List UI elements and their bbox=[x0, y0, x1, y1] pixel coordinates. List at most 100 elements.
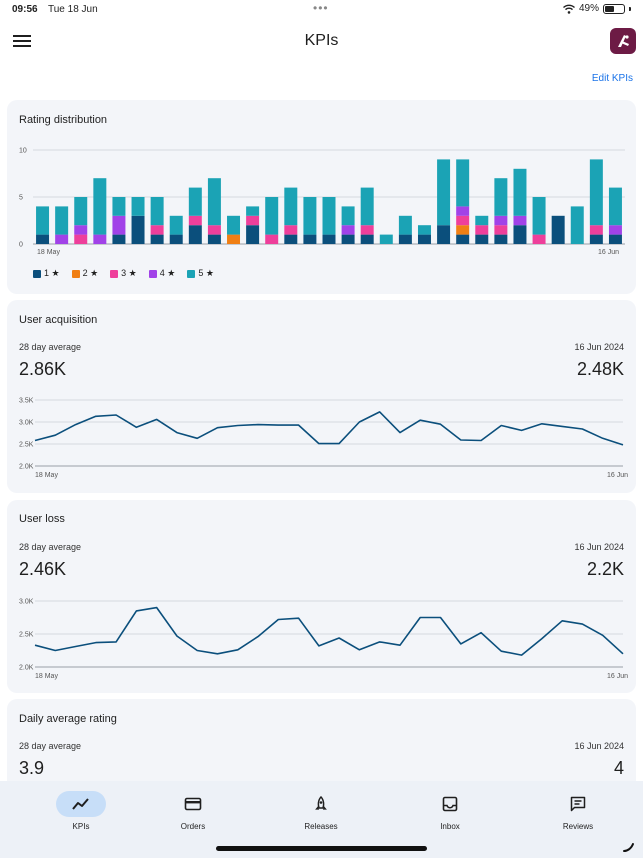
bar-segment bbox=[55, 206, 69, 235]
nav-label: Inbox bbox=[440, 822, 460, 831]
bar-segment bbox=[265, 197, 279, 235]
page-title: KPIs bbox=[304, 32, 339, 49]
scribble-icon bbox=[623, 843, 634, 852]
bar-segment bbox=[398, 234, 412, 244]
bar-segment bbox=[398, 215, 412, 235]
x-end-label: 16 Jun bbox=[607, 673, 628, 680]
bar-segment bbox=[475, 215, 489, 226]
bar-segment bbox=[456, 225, 470, 235]
user-acquisition-card[interactable]: User acquisition 28 day average 16 Jun 2… bbox=[7, 300, 636, 493]
battery-fill bbox=[605, 5, 614, 12]
latest-value: 4 bbox=[613, 758, 624, 778]
bar-segment bbox=[188, 225, 202, 244]
legend-item-5-star: 5 ★ bbox=[187, 268, 214, 279]
card-title: Rating distribution bbox=[19, 114, 108, 126]
legend-label: 3 ★ bbox=[121, 268, 137, 278]
y-tick-label: 2.0K bbox=[19, 464, 34, 471]
nav-label: Orders bbox=[180, 822, 206, 831]
nav-item-reviews[interactable]: Reviews bbox=[528, 791, 628, 831]
rocket-icon bbox=[315, 796, 327, 810]
bar-segment bbox=[150, 234, 164, 244]
bar-segment bbox=[36, 234, 50, 244]
bar-segment bbox=[112, 215, 126, 235]
bar-segment bbox=[532, 234, 546, 244]
y-tick-label: 2.5K bbox=[19, 442, 34, 449]
bar-segment bbox=[284, 234, 298, 244]
y-tick-label: 3.5K bbox=[19, 398, 34, 405]
trending-up-icon bbox=[72, 798, 89, 810]
bar-segment bbox=[207, 178, 221, 226]
bar-segment bbox=[227, 215, 241, 235]
bar-segment bbox=[360, 225, 374, 235]
nav-pill bbox=[168, 791, 218, 817]
bar-segment bbox=[608, 187, 622, 226]
status-indicators: 49% bbox=[563, 3, 631, 14]
average-value: 3.9 bbox=[19, 758, 45, 778]
average-label: 28 day average bbox=[19, 542, 82, 552]
legend-label: 4 ★ bbox=[159, 268, 176, 278]
bar-segment bbox=[360, 234, 374, 244]
bar-segment bbox=[589, 234, 603, 244]
bar-segment bbox=[246, 206, 260, 216]
legend-swatch bbox=[110, 269, 119, 278]
rating-legend: 1 ★ 2 ★ 3 ★ 4 ★ 5 ★ bbox=[33, 268, 214, 279]
menu-icon[interactable] bbox=[12, 32, 32, 50]
bar-segment bbox=[589, 159, 603, 226]
nav-item-releases[interactable]: Releases bbox=[271, 791, 371, 831]
credit-card-icon bbox=[184, 797, 202, 811]
date-label: 16 Jun 2024 bbox=[574, 342, 624, 352]
nav-pill bbox=[56, 791, 106, 817]
status-time: 09:56 bbox=[12, 4, 38, 15]
x-start-label: 18 May bbox=[35, 472, 58, 479]
bar-segment bbox=[513, 215, 527, 226]
status-date: Tue 18 Jun bbox=[48, 4, 98, 15]
multitask-dots[interactable]: ••• bbox=[313, 1, 329, 15]
nav-item-orders[interactable]: Orders bbox=[143, 791, 243, 831]
app-avatar[interactable] bbox=[610, 28, 636, 54]
bar-segment bbox=[608, 225, 622, 235]
user-acquisition-line-chart: 2.0K 2.5K 3.0K 3.5K 18 May 16 Jun bbox=[19, 398, 628, 480]
average-label: 28 day average bbox=[19, 741, 82, 751]
battery-cap bbox=[629, 6, 631, 11]
average-label: 28 day average bbox=[19, 342, 82, 352]
bar-segment bbox=[265, 234, 279, 244]
bar-segment bbox=[417, 234, 431, 244]
x-end-label: 16 Jun bbox=[607, 472, 628, 479]
bar-segment bbox=[532, 197, 546, 235]
y-tick-label: 3.0K bbox=[19, 420, 34, 427]
bar-segment bbox=[303, 234, 317, 244]
bar-segment bbox=[112, 197, 126, 216]
bar-segment bbox=[379, 234, 393, 244]
bar-segment bbox=[207, 225, 221, 235]
average-value: 2.86K bbox=[19, 359, 67, 379]
bar-segment bbox=[341, 225, 355, 235]
rating-distribution-card[interactable]: Rating distribution 0 5 10 18 May 16 Jun 1 ★… bbox=[7, 100, 636, 294]
user-loss-line-chart: 2.0K 2.5K 3.0K 18 May 16 Jun bbox=[19, 599, 628, 681]
bar-segment bbox=[93, 178, 107, 235]
edit-kpis-link[interactable]: Edit KPIs bbox=[591, 73, 633, 84]
bar-segment bbox=[112, 234, 126, 244]
status-bar: 09:56 Tue 18 Jun ••• 49% bbox=[0, 0, 643, 20]
nav-item-inbox[interactable]: Inbox bbox=[400, 791, 500, 831]
bar-segment bbox=[74, 234, 88, 244]
user-loss-card[interactable]: User loss 28 day average 16 Jun 2024 2.4… bbox=[7, 500, 636, 693]
bar-segment bbox=[322, 234, 336, 244]
y-tick-label: 5 bbox=[19, 195, 23, 202]
legend-swatch bbox=[187, 269, 196, 278]
bar-segment bbox=[570, 206, 584, 244]
card-title: Daily average rating bbox=[19, 713, 117, 725]
app-logo-icon bbox=[618, 35, 629, 47]
bar-segment bbox=[93, 234, 107, 244]
bar-segment bbox=[227, 234, 241, 244]
bar-segment bbox=[322, 197, 336, 235]
latest-value: 2.48K bbox=[576, 359, 624, 379]
legend-label: 2 ★ bbox=[82, 268, 99, 278]
bar-segment bbox=[74, 225, 88, 235]
nav-item-kpis[interactable]: KPIs bbox=[31, 791, 131, 831]
bar-segment bbox=[551, 215, 565, 244]
legend-item-4-star: 4 ★ bbox=[148, 268, 176, 279]
bar-segment bbox=[36, 206, 50, 235]
bar-segment bbox=[494, 234, 508, 244]
app-bar: KPIs bbox=[0, 22, 643, 62]
bar-segment bbox=[284, 225, 298, 235]
